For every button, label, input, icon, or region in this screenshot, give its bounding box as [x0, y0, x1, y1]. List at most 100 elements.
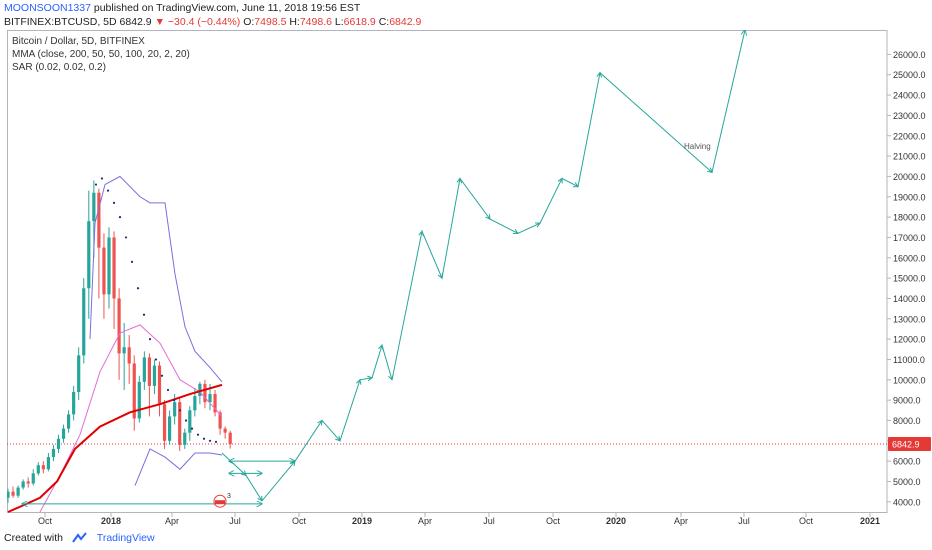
- last-price-tag: [888, 436, 931, 451]
- candle-body: [11, 491, 15, 496]
- projection-arrowhead: [335, 435, 341, 442]
- projection-arrowhead: [367, 375, 374, 382]
- candle-body: [41, 465, 45, 470]
- ohlc-low-label: L:: [334, 16, 344, 28]
- candle-body: [132, 363, 136, 419]
- publish-line: MOONSOON1337 published on TradingView.co…: [4, 2, 360, 14]
- candle-body: [7, 491, 10, 498]
- price-tick-label: 9000.0: [893, 396, 921, 406]
- projection-arrowhead: [707, 167, 713, 174]
- sar-dot: [124, 236, 128, 239]
- sar-dot: [154, 358, 158, 361]
- candle-body: [31, 473, 35, 484]
- time-tick-label: 2021: [860, 516, 880, 526]
- ohlc-high-label: H:: [289, 16, 300, 28]
- mma-red-line: [7, 383, 223, 513]
- sar-dot: [94, 183, 98, 186]
- candle-body: [46, 457, 50, 470]
- sar-dot: [178, 409, 182, 412]
- candle-body: [67, 414, 71, 429]
- candle-body: [173, 402, 177, 417]
- sar-dot: [166, 388, 170, 392]
- price-tick-label: 22000.0: [893, 131, 926, 141]
- tradingview-brand[interactable]: TradingView: [96, 532, 155, 544]
- candle-body: [228, 432, 232, 444]
- candle-body: [162, 404, 167, 441]
- price-tick-label: 20000.0: [893, 172, 926, 182]
- candle-body: [92, 192, 96, 222]
- indicator-legend: Bitcoin / Dollar, 5D, BITFINEX MMA (clos…: [12, 35, 190, 74]
- time-tick-label: Oct: [292, 516, 307, 526]
- candle-body: [223, 428, 227, 433]
- time-tick-label: Oct: [799, 516, 814, 526]
- price-tick-label: 6000.0: [893, 457, 921, 467]
- candle-body: [87, 221, 91, 289]
- symbol-label: BITFINEX:BTCUSD, 5D: [4, 16, 117, 28]
- candle-body: [188, 410, 192, 433]
- author-link[interactable]: MOONSOON1337: [4, 2, 91, 14]
- chart-pane[interactable]: [7, 30, 887, 513]
- candle-body: [218, 412, 222, 429]
- legend-title: Bitcoin / Dollar, 5D, BITFINEX: [12, 36, 145, 47]
- candle-body: [56, 438, 61, 449]
- sar-dot: [106, 189, 110, 192]
- time-tick-label: Oct: [546, 516, 561, 526]
- time-tick-label: Apr: [165, 516, 179, 526]
- time-tick-label: Jul: [483, 516, 495, 526]
- candle-body: [203, 383, 207, 403]
- candle-body: [213, 394, 217, 413]
- sar-dot: [136, 287, 140, 290]
- footer: Created with TradingView: [4, 532, 155, 544]
- halving-annotation: Halving: [684, 142, 711, 151]
- sar-dot: [148, 338, 152, 341]
- price-tick-label: 14000.0: [893, 294, 926, 304]
- time-tick-label: Oct: [38, 516, 53, 526]
- candle-body: [183, 432, 187, 445]
- price-tick-label: 12000.0: [893, 335, 926, 345]
- candle-body: [21, 481, 25, 488]
- time-tick-label: 2018: [101, 516, 121, 526]
- ohlc-open: 7498.5: [254, 16, 287, 28]
- candle-body: [36, 465, 40, 474]
- price-tick-label: 15000.0: [893, 274, 926, 284]
- candle-body: [193, 396, 197, 411]
- price-tick-label: 17000.0: [893, 233, 926, 243]
- sar-dot: [202, 437, 206, 440]
- projection-arrowhead: [512, 228, 519, 235]
- candle-body: [77, 355, 81, 392]
- candle-body: [168, 416, 172, 441]
- ohlc-close-label: C:: [378, 16, 390, 28]
- projection-arrowhead: [241, 470, 247, 477]
- tradingview-logo-icon: [72, 532, 87, 543]
- price-tick-label: 4000.0: [893, 497, 921, 507]
- candle-body: [117, 298, 121, 354]
- time-tick-label: Jul: [229, 516, 241, 526]
- sar-dot: [196, 433, 200, 436]
- legend-mma[interactable]: MMA (close, 200, 50, 50, 100, 20, 2, 20): [12, 49, 190, 60]
- projection-path[interactable]: [221, 30, 745, 502]
- candle-body: [208, 394, 212, 403]
- legend-sar[interactable]: SAR (0.02, 0.02, 0.2): [12, 62, 106, 73]
- ohlc-low: 6618.9: [343, 16, 376, 28]
- projection-arrowhead: [418, 230, 424, 237]
- price-tick-label: 8000.0: [893, 416, 921, 426]
- price-tick-label: 11000.0: [893, 355, 925, 365]
- ohlc-close: 6842.9: [389, 16, 422, 28]
- projection-arrowhead: [572, 182, 579, 188]
- candle-body: [142, 357, 146, 382]
- candle-body: [16, 487, 20, 496]
- candle-body: [97, 192, 101, 248]
- sar-dot: [172, 399, 176, 402]
- price-change: ▼ −30.4 (−0.44%): [154, 16, 241, 28]
- time-tick-label: Apr: [674, 516, 688, 526]
- projection-arrowhead: [534, 222, 541, 228]
- projection-arrowhead: [356, 378, 362, 385]
- candle-body: [107, 237, 111, 295]
- created-with-label: Created with: [4, 532, 63, 544]
- price-tick-label: 18000.0: [893, 213, 926, 223]
- price-tick-label: 21000.0: [893, 152, 926, 162]
- candle-body: [127, 347, 131, 364]
- time-tick-label: 2019: [352, 516, 372, 526]
- candle-body: [198, 383, 202, 397]
